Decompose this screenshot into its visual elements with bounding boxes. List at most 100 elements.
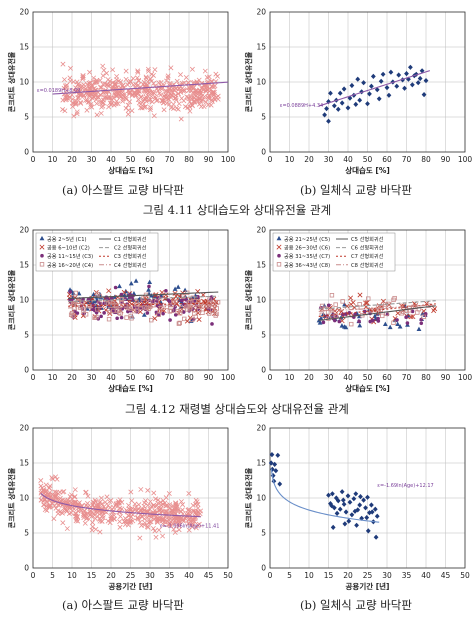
data-point [159,509,165,515]
data-point [164,288,168,293]
data-point [195,310,201,316]
c3-points [66,278,221,326]
x-axis-label: 상대습도 [%] [345,165,390,175]
data-point [190,516,196,522]
data-point [128,514,134,520]
data-point [331,103,337,109]
data-point [78,507,84,513]
data-point [83,97,89,103]
c5-fit-line-1 [40,492,201,518]
data-point [378,78,384,84]
chart-c2: 0 10 20 30 40 50 60 70 80 90 100 0 5 10 15 20 상대습도 [%] 콘크… [244,8,472,175]
data-point [341,501,347,507]
data-point [116,499,122,505]
data-point [151,80,157,86]
data-point [342,324,347,329]
data-point [340,497,346,503]
y-tick-label: 0 [261,148,266,157]
data-point [82,520,88,526]
legend-fit-label: C5 선형회귀선 [351,235,384,243]
data-point [362,309,367,314]
data-point [147,519,153,525]
data-point [277,481,283,487]
x-tick-label: 20 [304,155,314,164]
data-point [324,106,329,112]
x-tick-label: 10 [285,155,295,164]
data-point [101,67,107,73]
data-point [93,499,99,505]
data-point [273,468,279,474]
c3-frame [32,229,229,371]
data-point [141,507,147,513]
data-point [168,105,174,111]
x-tick-label: 70 [402,155,412,164]
fit-equation: ε=0.0189H+8.09 [37,88,80,94]
data-point [193,511,199,517]
data-point [343,312,348,316]
data-point [402,85,407,91]
x-tick-label: 10 [304,571,314,580]
data-point [180,294,186,299]
data-point [109,516,115,522]
data-point [126,502,132,508]
data-point [91,291,97,297]
x-tick-label: 40 [106,155,116,164]
data-point [135,506,141,512]
data-point [161,522,167,528]
y-tick-label: 15 [256,459,266,468]
data-point [117,94,123,100]
data-point [93,526,99,532]
data-point [176,527,182,533]
data-point [145,515,150,521]
data-point [71,290,76,296]
data-point [125,111,131,117]
data-point [333,313,339,318]
x-tick-label: 80 [421,373,431,382]
data-point [186,88,192,93]
data-point [94,510,100,516]
data-point [132,507,138,513]
data-point [134,75,140,81]
data-point [196,307,200,312]
x-tick-label: 10 [67,571,77,580]
data-point [373,534,379,540]
legend-fit-label: C2 선형회귀선 [114,244,147,252]
data-point [167,502,173,508]
legend-series-label: 공용 16~20년 (C4) [47,261,93,269]
data-point [110,509,116,515]
x-tick-label: 20 [343,571,353,580]
data-point [353,312,357,317]
data-point [113,285,118,290]
data-point [127,99,133,105]
data-point [100,100,106,106]
legend-marker [39,262,45,267]
x-tick-label: 30 [145,571,155,580]
data-point [100,63,106,69]
data-point [339,489,345,495]
data-point [369,502,374,508]
data-point [125,102,131,108]
data-point [89,527,95,533]
data-point [104,494,110,500]
y-tick-label: 5 [261,331,266,340]
data-point [97,99,103,105]
data-point [200,310,205,315]
data-point [191,517,196,523]
data-point [100,81,106,87]
data-point [74,514,80,520]
data-point [74,79,80,85]
data-point [74,111,80,117]
data-point [147,107,153,113]
data-point [384,85,390,91]
data-point [72,510,78,516]
data-point [188,299,193,305]
data-point [68,290,72,294]
data-point [138,94,144,100]
data-point [82,508,88,514]
data-point [172,530,178,536]
data-point [176,518,182,524]
x-tick-label: 100 [221,373,236,382]
data-point [169,510,175,516]
data-point [77,99,83,105]
